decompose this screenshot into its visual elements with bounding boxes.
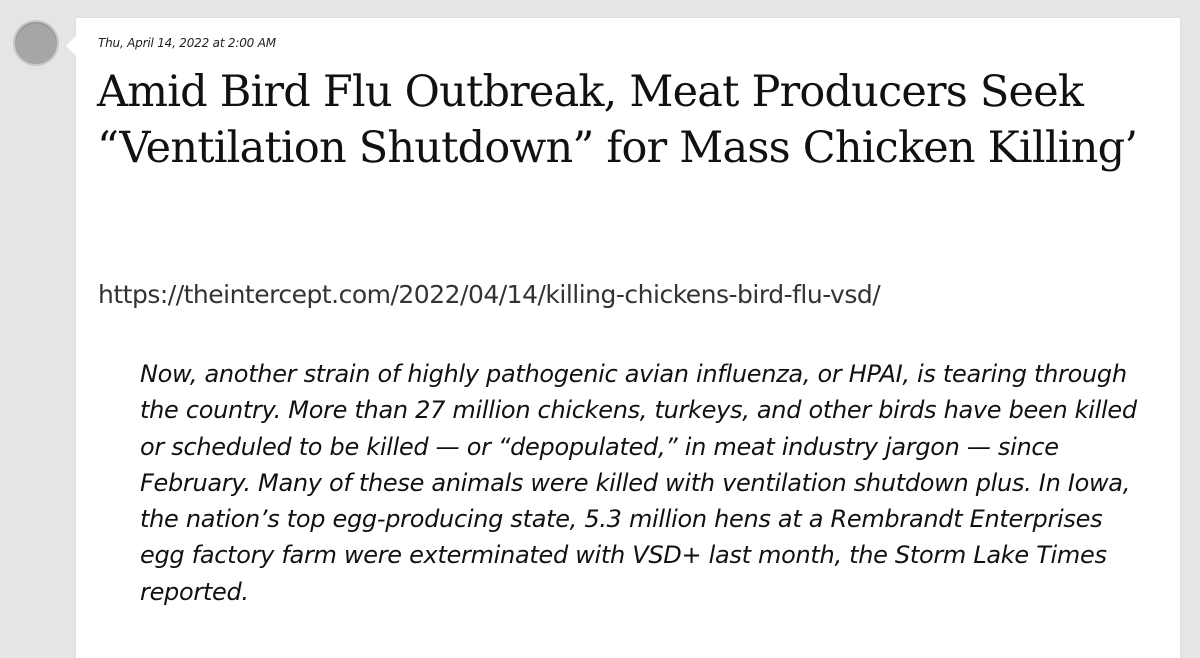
post-quote: Now, another strain of highly pathogenic… xyxy=(140,360,1137,606)
post-title: Amid Bird Flu Outbreak, Meat Producers S… xyxy=(97,67,1138,173)
card-pointer xyxy=(66,36,76,56)
post-link[interactable]: https://theintercept.com/2022/04/14/kill… xyxy=(98,280,881,309)
post-card: Thu, April 14, 2022 at 2:00 AM Amid Bird… xyxy=(66,18,1180,658)
avatar[interactable] xyxy=(13,20,59,66)
post-timestamp: Thu, April 14, 2022 at 2:00 AM xyxy=(98,36,276,50)
